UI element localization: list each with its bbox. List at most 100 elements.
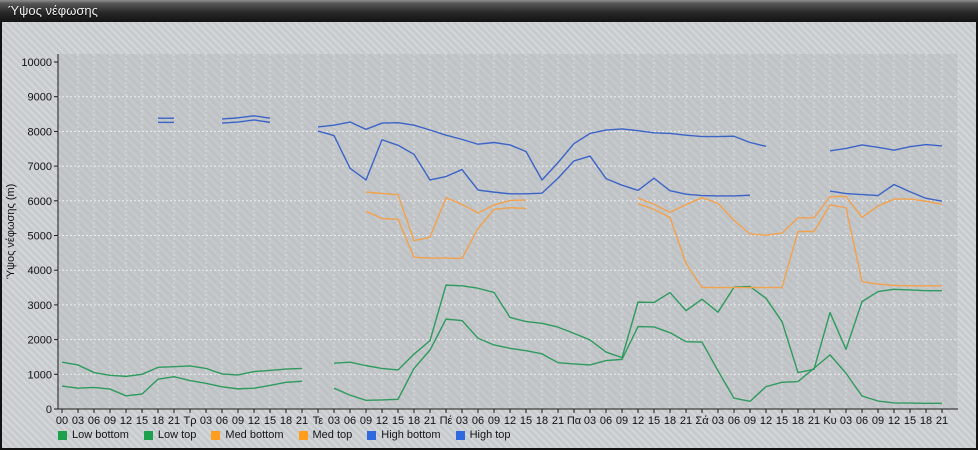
x-tick-label: 18: [152, 415, 164, 427]
y-tick-label: 2000: [28, 335, 52, 347]
x-tick-label: 21: [168, 415, 180, 427]
x-tick-label: 12: [504, 415, 516, 427]
window-border-bottom: [0, 448, 978, 450]
legend-item: Low bottom: [58, 429, 129, 441]
x-tick-label: 15: [520, 415, 532, 427]
x-tick-label: 15: [904, 415, 916, 427]
series-line-low-bottom: [61, 376, 303, 397]
x-tick-label: 03: [72, 415, 84, 427]
x-tick-label: 21: [552, 415, 564, 427]
legend-swatch-icon: [211, 430, 221, 440]
x-tick-label: 09: [872, 415, 884, 427]
series-line-low-top: [333, 284, 942, 374]
x-tick-label: 06: [88, 415, 100, 427]
x-tick-label: 15: [776, 415, 788, 427]
x-tick-label: 18: [536, 415, 548, 427]
x-tick-label: 12: [760, 415, 772, 427]
x-tick-label: Σά: [695, 415, 709, 427]
y-tick-label: 10000: [21, 57, 52, 69]
legend-item: Med top: [298, 429, 352, 441]
series-line-high-bottom: [317, 130, 751, 197]
x-tick-label: 09: [360, 415, 372, 427]
legend-label: High bottom: [381, 429, 441, 441]
cloud-height-chart: 0 1000 2000 3000 4000 5000 6000 7000 8000 9000 100…: [5, 54, 959, 427]
x-tick-label: 03: [200, 415, 212, 427]
y-tick-label: 4000: [28, 265, 52, 277]
x-tick-label: 21: [296, 415, 308, 427]
x-tick-label: 15: [136, 415, 148, 427]
series-line-med-bottom: [637, 202, 942, 289]
y-tick-label: 9000: [28, 92, 52, 104]
x-tick-label: 18: [408, 415, 420, 427]
legend-label: Med bottom: [225, 429, 284, 441]
x-tick-label: 12: [120, 415, 132, 427]
series-line-low-top: [61, 361, 303, 378]
legend: Low bottom Low top Med bottom Med top High b…: [58, 429, 526, 441]
x-tick-label: 03: [840, 415, 852, 427]
x-tick-label: 09: [232, 415, 244, 427]
legend-swatch-icon: [143, 430, 153, 440]
x-tick-label: 15: [264, 415, 276, 427]
y-axis-title: Ύψος νέφωσης (m): [5, 184, 17, 280]
x-tick-label: 21: [424, 415, 436, 427]
x-tick-label: 09: [488, 415, 500, 427]
legend-label: High top: [469, 429, 511, 441]
x-tick-label: 03: [584, 415, 596, 427]
legend-item: Med bottom: [211, 429, 284, 441]
y-tick-label: 0: [46, 404, 52, 416]
x-tick-label: 06: [472, 415, 484, 427]
x-tick-label: 15: [648, 415, 660, 427]
x-tick-label: 12: [888, 415, 900, 427]
window-title: Ύψος νέφωσης: [8, 3, 98, 18]
series-line-med-top: [637, 195, 943, 236]
window-border-right: [976, 22, 978, 450]
y-tick-label: 8000: [28, 126, 52, 138]
y-tick-label: 7000: [28, 161, 52, 173]
x-tick-label: 03: [712, 415, 724, 427]
series-line-high-bottom: [829, 183, 943, 202]
x-tick-label: 18: [280, 415, 292, 427]
plot-area: [58, 54, 958, 409]
series-line-high-top: [221, 115, 271, 120]
x-tick-label: 09: [744, 415, 756, 427]
x-tick-label: 03: [456, 415, 468, 427]
y-tick-label: 3000: [28, 300, 52, 312]
x-tick-label: 18: [664, 415, 676, 427]
y-tick-label: 1000: [28, 369, 52, 381]
legend-swatch-icon: [455, 430, 465, 440]
legend-label: Low bottom: [72, 429, 129, 441]
x-tick-label: 06: [344, 415, 356, 427]
x-tick-label: 09: [104, 415, 116, 427]
legend-item: Low top: [143, 429, 197, 441]
x-tick-label: Κυ: [823, 415, 836, 427]
x-tick-label: 09: [616, 415, 628, 427]
x-tick-label: 06: [600, 415, 612, 427]
x-tick-label: 21: [680, 415, 692, 427]
x-tick-label: 00: [56, 415, 68, 427]
window-border-left: [0, 22, 2, 450]
series-line-med-top: [365, 191, 527, 242]
series-line-low-bottom: [333, 318, 942, 404]
x-tick-label: Τρ: [184, 415, 197, 427]
x-tick-label: Πα: [567, 415, 582, 427]
legend-label: Low top: [157, 429, 197, 441]
x-tick-label: 18: [792, 415, 804, 427]
legend-item: High top: [455, 429, 511, 441]
x-tick-label: 12: [376, 415, 388, 427]
series-line-med-bottom: [365, 207, 527, 260]
x-tick-label: Πέ: [440, 415, 453, 427]
series-line-high-bottom: [221, 119, 271, 124]
x-tick-label: 18: [920, 415, 932, 427]
legend-swatch-icon: [367, 430, 377, 440]
x-tick-label: 21: [936, 415, 948, 427]
legend-swatch-icon: [298, 430, 308, 440]
x-tick-label: 15: [392, 415, 404, 427]
x-tick-label: 12: [248, 415, 260, 427]
legend-item: High bottom: [367, 429, 441, 441]
x-tick-label: 06: [216, 415, 228, 427]
legend-swatch-icon: [58, 430, 67, 440]
series-line-high-top: [317, 121, 767, 181]
y-tick-label: 6000: [28, 196, 52, 208]
x-tick-label: 06: [728, 415, 740, 427]
